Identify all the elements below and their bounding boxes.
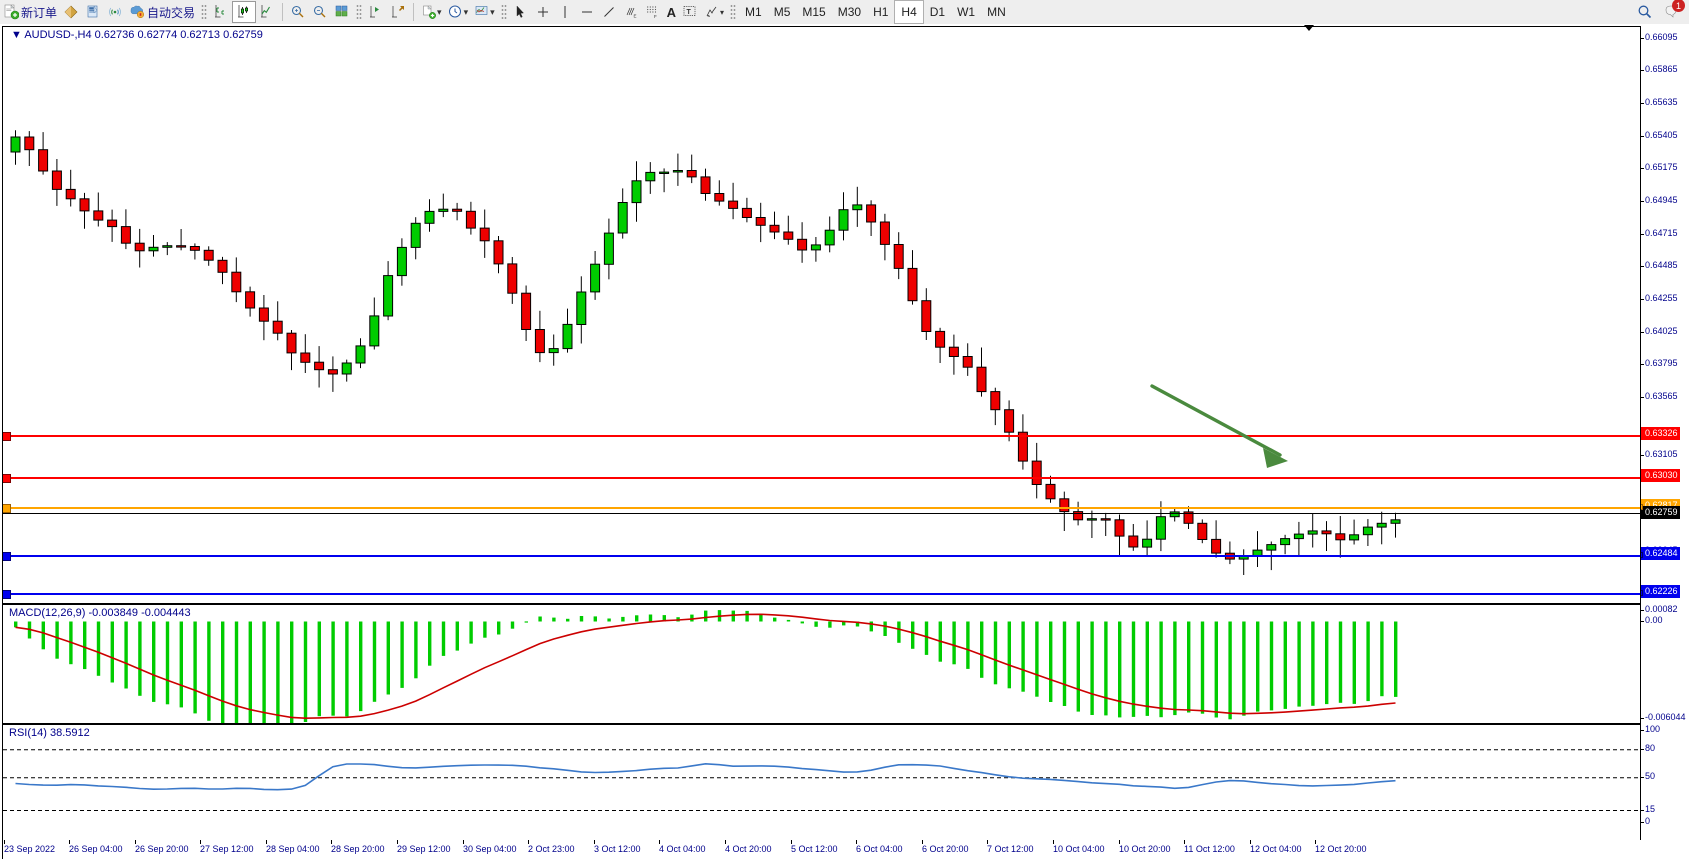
svg-text:E: E [633,14,636,19]
svg-text:F: F [654,14,657,19]
svg-text:T: T [687,9,692,16]
